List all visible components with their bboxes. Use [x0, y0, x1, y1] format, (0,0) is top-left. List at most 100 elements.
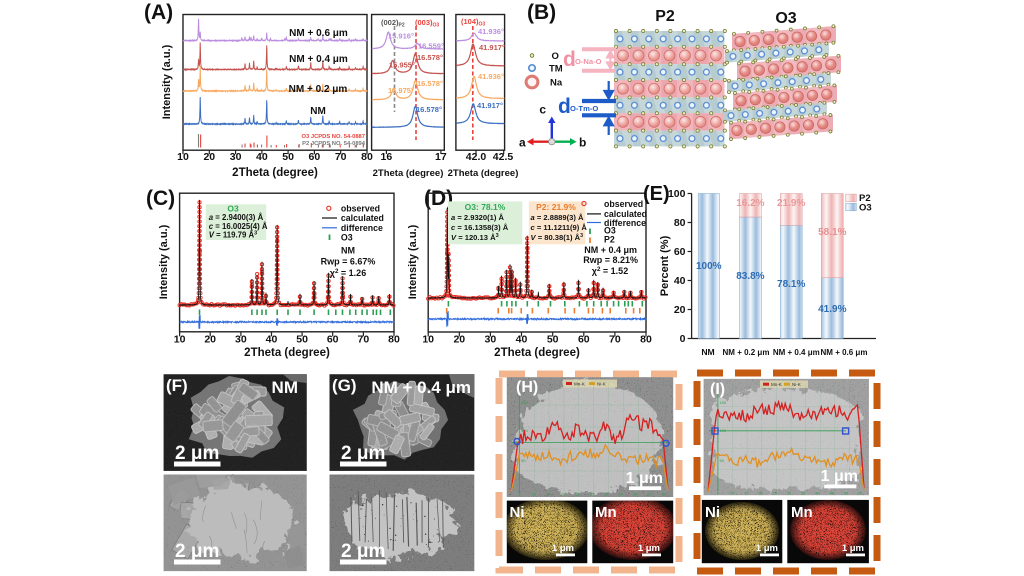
- svg-text:20: 20: [203, 151, 215, 163]
- svg-text:NM + 0.2 μm: NM + 0.2 μm: [723, 348, 770, 357]
- svg-text:(F): (F): [166, 376, 188, 395]
- svg-text:a = 2.9320(1) Å: a = 2.9320(1) Å: [451, 213, 505, 222]
- svg-text:(003)O3: (003)O3: [415, 18, 439, 29]
- svg-text:10: 10: [174, 334, 186, 346]
- svg-text:10: 10: [422, 334, 434, 346]
- svg-text:V = 120.13 Å3: V = 120.13 Å3: [451, 233, 499, 242]
- svg-text:30: 30: [485, 334, 497, 346]
- svg-text:1 μm: 1 μm: [638, 543, 660, 554]
- svg-text:30: 30: [589, 492, 594, 497]
- svg-text:Intensity (a.u.): Intensity (a.u.): [161, 44, 173, 119]
- svg-text:NM + 0.2 μm: NM + 0.2 μm: [289, 84, 348, 95]
- svg-text:16.559°: 16.559°: [418, 42, 444, 51]
- svg-text:Na: Na: [550, 78, 563, 89]
- svg-text:Ni: Ni: [705, 504, 720, 521]
- svg-text:42.5: 42.5: [493, 151, 514, 163]
- svg-text:16.578°: 16.578°: [417, 79, 443, 88]
- svg-text:P2: P2: [604, 235, 615, 245]
- svg-text:60: 60: [309, 151, 321, 163]
- svg-text:TM: TM: [549, 64, 563, 75]
- svg-text:30: 30: [230, 151, 242, 163]
- svg-text:O3: O3: [859, 203, 872, 214]
- svg-text:P2: P2: [859, 193, 871, 204]
- svg-text:2Theta (degree): 2Theta (degree): [232, 167, 318, 179]
- svg-text:70: 70: [358, 334, 370, 346]
- svg-text:150: 150: [720, 400, 727, 405]
- svg-text:NM + 0.6 μm: NM + 0.6 μm: [289, 28, 348, 39]
- svg-text:100%: 100%: [696, 261, 722, 272]
- svg-text:35: 35: [604, 492, 609, 497]
- svg-text:NM: NM: [272, 378, 298, 397]
- svg-text:O3: O3: [227, 204, 239, 214]
- svg-text:P2 JCPDS NO. 54-0894: P2 JCPDS NO. 54-0894: [302, 141, 366, 147]
- svg-text:100: 100: [668, 188, 686, 200]
- svg-text:40: 40: [256, 151, 268, 163]
- svg-text:O-Tm-O: O-Tm-O: [570, 104, 598, 113]
- svg-text:O-Na-O: O-Na-O: [575, 57, 602, 66]
- svg-text:Mn-K: Mn-K: [574, 382, 585, 387]
- svg-text:2 μm: 2 μm: [175, 541, 219, 562]
- svg-text:Percent (%): Percent (%): [659, 235, 671, 296]
- svg-text:1 μm: 1 μm: [821, 468, 858, 485]
- svg-text:30: 30: [787, 491, 792, 496]
- svg-text:a: a: [519, 136, 526, 150]
- svg-text:25: 25: [575, 492, 580, 497]
- svg-text:15.955°: 15.955°: [389, 61, 415, 70]
- svg-text:2Theta (degree): 2Theta (degree): [494, 347, 580, 359]
- svg-text:45: 45: [829, 491, 834, 496]
- svg-text:20: 20: [204, 334, 216, 346]
- svg-text:2Theta (degree): 2Theta (degree): [448, 168, 519, 179]
- svg-text:40: 40: [674, 275, 686, 287]
- svg-text:Intensity (a.u.): Intensity (a.u.): [158, 224, 170, 299]
- svg-text:15: 15: [546, 492, 551, 497]
- svg-text:NM + 0.4 μm: NM + 0.4 μm: [371, 378, 471, 397]
- svg-text:55: 55: [662, 492, 667, 497]
- svg-text:calculated: calculated: [604, 209, 647, 219]
- svg-text:41.917°: 41.917°: [477, 101, 503, 110]
- svg-text:30: 30: [235, 334, 247, 346]
- svg-text:NM + 0.4 μm: NM + 0.4 μm: [773, 348, 820, 357]
- svg-text:80: 80: [361, 151, 373, 163]
- svg-text:1 μm: 1 μm: [626, 470, 663, 487]
- svg-text:60: 60: [578, 334, 590, 346]
- svg-text:45: 45: [633, 492, 638, 497]
- svg-text:Ni: Ni: [510, 504, 525, 521]
- svg-text:80: 80: [674, 217, 686, 229]
- svg-text:41.936°: 41.936°: [478, 27, 504, 36]
- svg-text:O3: 78.1%: O3: 78.1%: [465, 202, 506, 212]
- svg-text:a = 2.9400(3) Å: a = 2.9400(3) Å: [209, 213, 264, 222]
- svg-text:observed: observed: [604, 199, 643, 209]
- svg-text:O3 JCPDS NO. 54-0887: O3 JCPDS NO. 54-0887: [302, 134, 365, 140]
- svg-text:NM + 0.4 μm: NM + 0.4 μm: [584, 245, 637, 255]
- svg-text:83.8%: 83.8%: [736, 271, 764, 282]
- svg-text:2 μm: 2 μm: [341, 443, 385, 464]
- svg-text:15.916°: 15.916°: [388, 32, 414, 41]
- svg-text:40: 40: [815, 491, 820, 496]
- svg-text:70: 70: [609, 334, 621, 346]
- svg-text:78.1%: 78.1%: [777, 279, 805, 290]
- svg-text:(A): (A): [144, 1, 173, 24]
- svg-text:50: 50: [282, 151, 294, 163]
- svg-text:41.917°: 41.917°: [479, 43, 505, 52]
- svg-text:50: 50: [547, 334, 559, 346]
- svg-text:O3: O3: [775, 10, 796, 27]
- svg-text:Intensity (a.u.): Intensity (a.u.): [407, 224, 419, 299]
- svg-text:40: 40: [266, 334, 278, 346]
- svg-text:16.2%: 16.2%: [736, 198, 764, 209]
- svg-text:50: 50: [296, 334, 308, 346]
- svg-text:10: 10: [730, 491, 735, 496]
- svg-text:Ni-K: Ni-K: [792, 382, 801, 387]
- svg-text:NM: NM: [310, 106, 326, 117]
- svg-text:d: d: [563, 48, 576, 71]
- svg-text:10: 10: [532, 492, 537, 497]
- svg-text:Mn: Mn: [791, 504, 813, 521]
- svg-text:1 μm: 1 μm: [842, 543, 864, 554]
- svg-text:2Theta (degree): 2Theta (degree): [244, 347, 330, 359]
- svg-text:(H): (H): [516, 379, 538, 396]
- svg-text:χ2 = 1.26: χ2 = 1.26: [330, 268, 366, 278]
- svg-text:80: 80: [388, 334, 400, 346]
- svg-text:20: 20: [758, 491, 763, 496]
- svg-text:c = 11.1211(9) Å: c = 11.1211(9) Å: [531, 223, 588, 232]
- svg-text:150: 150: [521, 400, 528, 405]
- svg-text:58.1%: 58.1%: [818, 227, 846, 238]
